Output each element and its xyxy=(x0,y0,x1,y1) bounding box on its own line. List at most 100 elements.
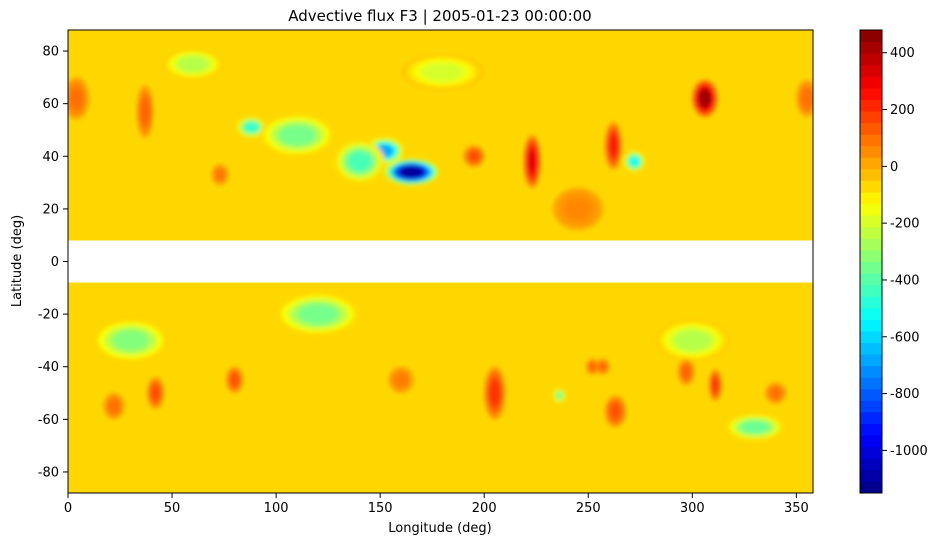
colorbar-segment xyxy=(860,273,882,286)
colorbar-segment xyxy=(860,134,882,147)
colorbar-segment xyxy=(860,87,882,100)
x-tick-label: 50 xyxy=(164,501,181,516)
contour-level xyxy=(112,330,149,351)
y-axis: -80 -60 -40 -20 0 20 40 60 80 xyxy=(38,45,68,480)
flux-feature xyxy=(136,85,154,138)
y-tick-label: -60 xyxy=(38,413,59,428)
flux-feature xyxy=(259,114,335,157)
y-axis-title: Latitude (deg) xyxy=(10,215,25,307)
flux-feature xyxy=(147,377,164,409)
flux-feature xyxy=(796,79,813,117)
contour-level xyxy=(698,89,711,108)
flux-feature xyxy=(484,366,506,420)
colorbar-segment xyxy=(860,377,882,390)
contour-level xyxy=(674,330,711,351)
colorbar-segment xyxy=(860,423,882,436)
contour-level xyxy=(609,134,618,158)
colorbar-segment xyxy=(860,458,882,471)
flux-feature xyxy=(161,48,225,80)
colorbar-segment xyxy=(860,168,882,181)
flux-feature xyxy=(596,358,610,375)
colorbar-tick-label: 200 xyxy=(890,103,915,118)
colorbar-segment xyxy=(860,354,882,367)
contour-level xyxy=(589,362,596,371)
contour-level xyxy=(489,380,500,406)
flux-feature xyxy=(226,366,243,394)
contour-level xyxy=(740,420,769,434)
contour-level xyxy=(230,373,239,387)
contour-level xyxy=(712,377,719,393)
contour-level xyxy=(70,88,83,109)
colorbar-tick-label: -1000 xyxy=(890,444,928,459)
flux-feature xyxy=(586,358,599,375)
x-tick-label: 100 xyxy=(264,501,289,516)
colorbar-segment xyxy=(860,157,882,170)
colorbar-segment xyxy=(860,365,882,378)
masked-equatorial-band xyxy=(68,240,813,283)
colorbar-tick-label: -600 xyxy=(890,330,920,345)
colorbar-segment xyxy=(860,192,882,205)
x-tick-label: 150 xyxy=(368,501,393,516)
colorbar-segment xyxy=(860,145,882,158)
flux-feature xyxy=(334,140,385,183)
contour-level xyxy=(610,403,621,420)
flux-feature xyxy=(68,77,89,120)
flux-feature xyxy=(552,387,566,404)
colorbar-frame xyxy=(859,29,883,494)
colorbar-segment xyxy=(860,435,882,448)
contour-level xyxy=(394,373,407,387)
flux-feature xyxy=(92,319,168,362)
colorbar-segment xyxy=(860,238,882,251)
colorbar-segment xyxy=(860,400,882,413)
contour-level xyxy=(244,122,259,133)
colorbar: -1000 -800 -600 -400 -200 0 200 400 xyxy=(859,29,928,494)
colorbar-segment xyxy=(860,319,882,332)
flux-feature xyxy=(708,369,722,401)
contour-level xyxy=(556,391,563,400)
contour-level xyxy=(297,304,338,325)
contour-level xyxy=(801,89,812,108)
colorbar-segment xyxy=(860,226,882,239)
colorbar-segment xyxy=(860,469,882,482)
contour-level xyxy=(599,362,606,371)
y-tick-label: -20 xyxy=(38,308,59,323)
colorbar-segment xyxy=(860,76,882,89)
x-tick-label: 350 xyxy=(784,501,809,516)
colorbar-segment xyxy=(860,64,882,77)
flux-feature xyxy=(623,151,645,173)
flux-feature xyxy=(384,158,439,186)
x-axis-title: Longitude (deg) xyxy=(388,521,491,536)
x-tick-label: 300 xyxy=(680,501,705,516)
flux-feature xyxy=(725,414,784,441)
contour-level xyxy=(629,156,640,167)
colorbar-segment xyxy=(860,180,882,193)
contour-level xyxy=(278,125,315,146)
colorbar-segment xyxy=(860,215,882,228)
flux-feature xyxy=(604,395,626,428)
flux-feature xyxy=(765,382,786,404)
flux-feature xyxy=(692,79,718,117)
y-tick-label: 40 xyxy=(42,150,59,165)
colorbar-segment xyxy=(860,41,882,54)
y-tick-label: 0 xyxy=(51,255,59,270)
contour-level xyxy=(347,151,372,172)
flux-feature xyxy=(552,187,603,230)
flux-feature xyxy=(276,293,360,336)
colorbar-segment xyxy=(860,111,882,124)
flux-feature xyxy=(236,116,266,138)
colorbar-tick-label: 400 xyxy=(890,46,915,61)
colorbar-segment xyxy=(860,30,882,43)
y-tick-label: -80 xyxy=(38,465,59,480)
colorbar-segment xyxy=(860,284,882,297)
plot-area xyxy=(68,30,813,493)
contour-level xyxy=(398,165,425,179)
flux-feature xyxy=(654,319,730,362)
chart-title: Advective flux F3 | 2005-01-23 00:00:00 xyxy=(288,7,591,25)
contour-level xyxy=(468,151,479,162)
contour-level xyxy=(215,169,224,180)
flux-feature xyxy=(211,164,229,186)
contour-level xyxy=(422,63,463,81)
colorbar-segment xyxy=(860,446,882,459)
y-tick-label: 60 xyxy=(42,97,59,112)
